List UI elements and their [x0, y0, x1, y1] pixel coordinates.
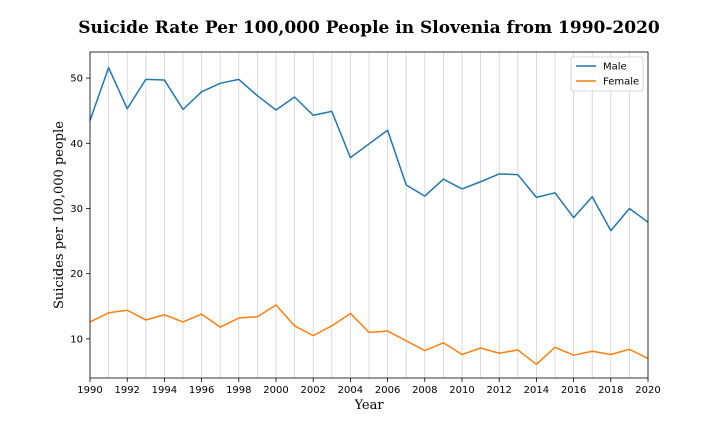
x-tick-label: 2014	[524, 385, 549, 396]
x-axis-label: Year	[353, 398, 384, 413]
y-tick-label: 30	[70, 204, 83, 215]
y-axis: 10 20 30 40 50	[70, 74, 90, 345]
x-tick-label: 2020	[635, 385, 660, 396]
y-tick-label: 50	[70, 74, 83, 85]
x-tick-label: 2006	[375, 385, 400, 396]
x-tick-label: 2004	[338, 385, 363, 396]
x-tick-label: 2010	[449, 385, 474, 396]
x-tick-label: 1994	[152, 385, 177, 396]
x-tick-label: 1990	[77, 385, 102, 396]
y-tick-label: 40	[70, 139, 83, 150]
legend-label-female: Female	[603, 77, 639, 88]
x-tick-label: 2008	[412, 385, 437, 396]
legend: Male Female	[570, 56, 644, 92]
x-tick-label: 1998	[226, 385, 251, 396]
x-tick-label: 2012	[486, 385, 511, 396]
x-tick-label: 2018	[598, 385, 623, 396]
plot-area-frame	[89, 51, 649, 379]
series-lines	[89, 66, 649, 366]
chart-title: Suicide Rate Per 100,000 People in Slove…	[78, 18, 660, 38]
y-tick-label: 20	[70, 269, 83, 280]
x-tick-label: 1996	[189, 385, 214, 396]
y-axis-label: Suicides per 100,000 people	[52, 121, 67, 309]
x-tick-label: 2016	[561, 385, 586, 396]
gridlines	[89, 52, 649, 378]
x-tick-label: 1992	[114, 385, 139, 396]
legend-label-male: Male	[603, 62, 627, 73]
x-axis: 1990 1992 1994 1996 1998 2000 2002 2004 2006 2008…	[77, 378, 661, 396]
y-tick-label: 10	[70, 334, 83, 345]
x-tick-label: 2002	[300, 385, 325, 396]
x-tick-label: 2000	[263, 385, 288, 396]
